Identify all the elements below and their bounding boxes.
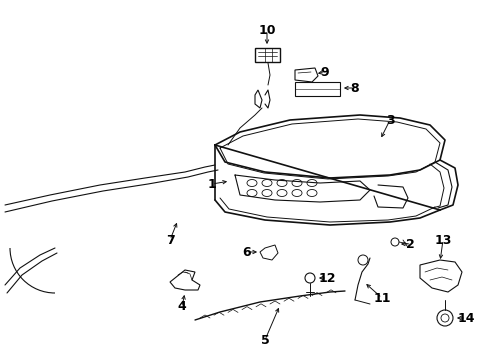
Text: 7: 7 (166, 234, 174, 247)
Text: 9: 9 (320, 66, 329, 78)
Text: 11: 11 (373, 292, 391, 305)
Text: 5: 5 (261, 333, 270, 346)
Text: 4: 4 (177, 301, 186, 314)
Text: 2: 2 (406, 238, 415, 251)
Text: 10: 10 (258, 23, 276, 36)
Text: 12: 12 (318, 271, 336, 284)
Text: 3: 3 (386, 113, 394, 126)
Text: 13: 13 (434, 234, 452, 247)
Text: 6: 6 (243, 246, 251, 258)
Text: 1: 1 (208, 177, 217, 190)
Text: 8: 8 (351, 81, 359, 95)
Text: 14: 14 (457, 311, 475, 324)
